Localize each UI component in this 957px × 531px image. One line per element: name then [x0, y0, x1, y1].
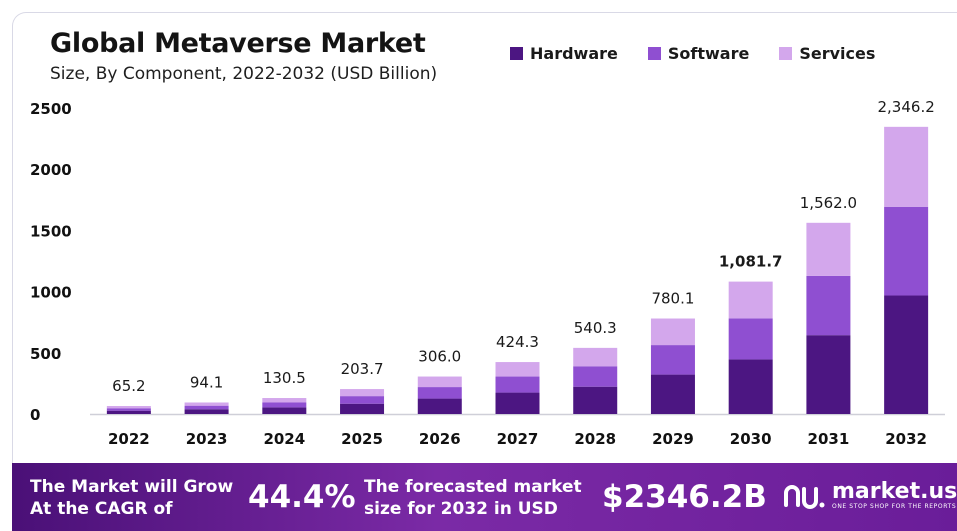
bar-services: [728, 281, 773, 319]
bar-software: [184, 405, 229, 410]
bar-hardware: [262, 407, 307, 414]
brand-name: market.us: [832, 479, 957, 504]
x-tick-label: 2029: [652, 430, 694, 448]
y-tick-label: 2000: [30, 161, 72, 179]
bar-software: [650, 345, 695, 375]
chart-frame: [12, 12, 957, 531]
bar-chart: 0 500 1000 1500 2000 2500 65.2 2022 94.1 2023 130.…: [30, 98, 945, 448]
x-tick-label: 2022: [108, 430, 150, 448]
brand: market.us ONE STOP SHOP FOR THE REPORTS: [782, 481, 957, 511]
legend-swatch-hardware: [510, 47, 523, 60]
legend-label-hardware: Hardware: [530, 44, 618, 63]
forecast-text-line2: size for 2032 in USD: [364, 499, 558, 519]
bar-hardware: [884, 295, 929, 414]
legend-label-software: Software: [667, 44, 750, 63]
bar-hardware: [728, 359, 773, 414]
brand-tagline: ONE STOP SHOP FOR THE REPORTS: [832, 503, 957, 510]
bar-software: [884, 206, 929, 296]
cagr-text: The Market will Grow At the CAGR of: [30, 476, 233, 520]
data-label-total: 65.2: [112, 377, 145, 395]
bar-hardware: [184, 409, 229, 414]
bar-services: [262, 398, 307, 403]
data-label-total: 1,562.0: [800, 194, 857, 212]
bar-hardware: [495, 392, 540, 414]
x-tick-label: 2025: [341, 430, 383, 448]
market-us-logo-icon: [784, 485, 825, 509]
forecast-text-line1: The forecasted market: [364, 477, 582, 497]
bar-services: [495, 362, 540, 377]
cagr-text-line1: The Market will Grow: [30, 477, 234, 497]
bar-hardware: [806, 335, 851, 414]
legend-item-software: Software: [647, 44, 750, 63]
bar-software: [728, 318, 773, 360]
x-tick-label: 2026: [419, 430, 461, 448]
bar-software: [417, 387, 462, 399]
bar-hardware: [417, 398, 462, 414]
legend-swatch-services: [779, 47, 793, 60]
legend: Hardware Software Services: [510, 44, 875, 63]
chart-subtitle: Size, By Component, 2022-2032 (USD Billi…: [50, 64, 438, 84]
x-tick-label: 2024: [263, 430, 305, 448]
data-label-total: 306.0: [418, 348, 461, 366]
data-label-total: 540.3: [574, 319, 617, 337]
bar-hardware: [106, 410, 151, 414]
y-tick-label: 1500: [30, 222, 72, 240]
bar-hardware: [340, 403, 385, 414]
x-tick-label: 2027: [497, 430, 539, 448]
forecast-text: The forecasted market size for 2032 in U…: [364, 476, 582, 520]
y-tick-label: 1000: [30, 284, 72, 302]
bar-services: [650, 318, 695, 346]
y-tick-label: 500: [30, 345, 61, 363]
legend-item-services: Services: [779, 44, 875, 63]
bar-services: [806, 222, 851, 276]
bar-services: [184, 402, 229, 406]
x-tick-label: 2023: [186, 430, 228, 448]
forecast-value: $2346.2B: [602, 479, 767, 515]
cagr-value: 44.4%: [248, 479, 356, 515]
x-tick-label: 2031: [808, 430, 850, 448]
data-label-total: 203.7: [341, 360, 384, 378]
x-tick-label: 2032: [885, 430, 927, 448]
x-tick-label: 2030: [730, 430, 772, 448]
bar-software: [262, 402, 307, 408]
bar-software: [340, 396, 385, 404]
bar-hardware: [650, 374, 695, 414]
bar-software: [806, 275, 851, 336]
legend-swatch-software: [647, 47, 661, 60]
footer-banner: The Market will Grow At the CAGR of 44.4…: [12, 463, 957, 531]
cagr-text-line2: At the CAGR of: [30, 499, 173, 519]
data-label-total: 130.5: [263, 369, 306, 387]
legend-label-services: Services: [799, 44, 876, 63]
bar-software: [106, 408, 151, 411]
bar-services: [106, 406, 151, 409]
bar-software: [495, 376, 540, 393]
bar-services: [884, 126, 929, 207]
bar-hardware: [573, 386, 618, 414]
data-label-total: 94.1: [190, 373, 223, 391]
bar-services: [340, 389, 385, 397]
data-label-total: 2,346.2: [878, 98, 935, 116]
bar-services: [417, 376, 462, 388]
data-label-total: 424.3: [496, 333, 539, 351]
y-tick-label: 2500: [30, 100, 72, 118]
data-label-total: 1,081.7: [719, 253, 783, 271]
data-label-total: 780.1: [651, 290, 694, 308]
bar-software: [573, 366, 618, 387]
chart-title: Global Metaverse Market: [50, 28, 426, 59]
legend-item-hardware: Hardware: [510, 44, 618, 63]
x-tick-label: 2028: [574, 430, 616, 448]
bar-services: [573, 347, 618, 367]
y-tick-label: 0: [30, 406, 40, 424]
